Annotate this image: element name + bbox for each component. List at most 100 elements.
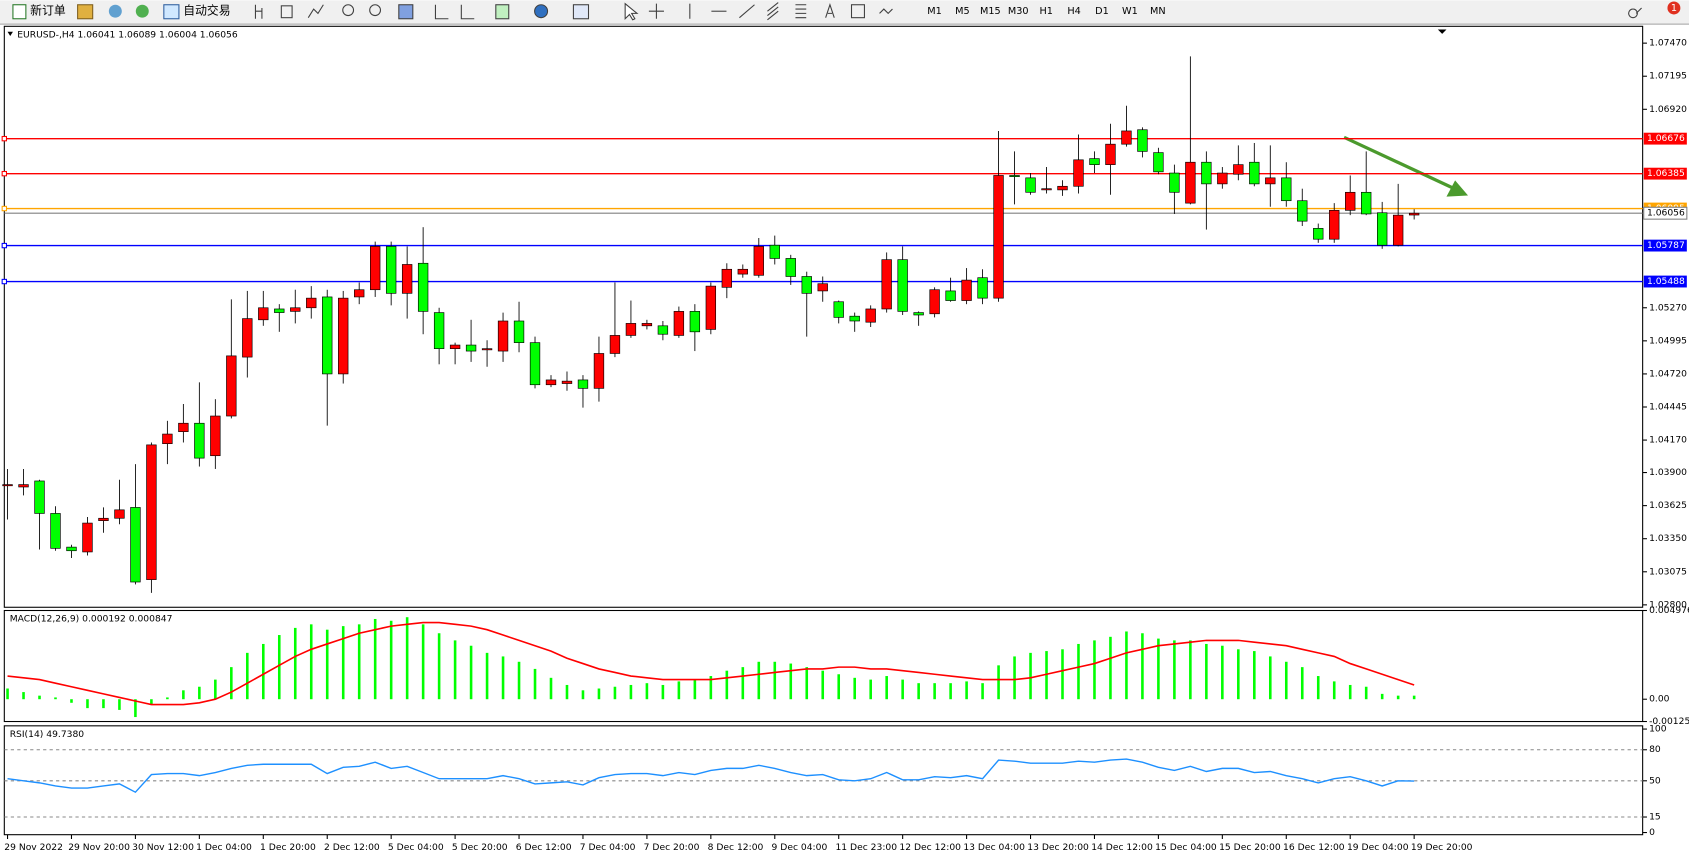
periods-icon[interactable] <box>534 4 549 19</box>
timeframe-button[interactable]: MN <box>1150 6 1166 17</box>
new-order-button[interactable]: 新订单 <box>30 4 66 18</box>
candle-body <box>433 312 445 349</box>
toolbar-icon[interactable] <box>108 4 122 18</box>
timeframe-button[interactable]: M5 <box>955 6 970 17</box>
y-tick-label: 1.07470 <box>1649 38 1687 49</box>
macd-bar <box>917 683 920 700</box>
y-tick-label: 50 <box>1649 775 1661 786</box>
macd-bar <box>1284 661 1288 700</box>
macd-bar <box>357 624 361 700</box>
trendline-icon[interactable] <box>739 4 755 19</box>
new-order-icon[interactable] <box>12 4 27 20</box>
candle-body <box>401 264 413 294</box>
candle-chart-icon[interactable] <box>280 5 293 19</box>
price-tag-bg <box>1643 167 1687 180</box>
candle-body <box>1217 172 1228 185</box>
candle-body <box>1249 161 1260 185</box>
candle-body <box>1345 191 1356 211</box>
toolbar-icon[interactable] <box>135 4 149 18</box>
macd-bar <box>70 699 73 703</box>
indicators-icon[interactable] <box>495 4 510 20</box>
candle-body <box>1201 161 1212 185</box>
candle-body <box>705 285 717 330</box>
x-tick-label: 1 Dec 20:00 <box>260 842 316 853</box>
shift-icon[interactable] <box>460 4 475 20</box>
zoom-out-icon[interactable] <box>369 4 382 17</box>
macd-bar <box>533 668 537 700</box>
macd-bar <box>933 683 936 700</box>
toolbar-tool-icons <box>254 2 1642 21</box>
candle-body <box>1121 130 1132 145</box>
candle-body <box>274 308 285 313</box>
arrows-icon[interactable] <box>879 8 893 15</box>
cursor-icon[interactable] <box>624 2 639 21</box>
fibo-icon[interactable] <box>795 4 807 19</box>
price-tag: 1.06056 <box>1647 208 1685 219</box>
text-icon[interactable] <box>825 3 835 18</box>
line-chart-icon[interactable] <box>307 4 324 18</box>
candle-body <box>82 522 93 553</box>
templates-icon[interactable] <box>572 4 590 20</box>
macd-bar <box>789 663 793 700</box>
macd-bar <box>405 617 409 700</box>
candle-body <box>1281 177 1292 202</box>
search-icon[interactable] <box>1628 7 1642 19</box>
y-tick-label: 1.03900 <box>1649 467 1687 478</box>
timeframe-button[interactable]: M30 <box>1008 6 1029 17</box>
candle-body <box>338 297 349 375</box>
macd-bar <box>1077 643 1080 700</box>
macd-bar <box>997 665 1000 700</box>
macd-bar <box>1316 676 1320 700</box>
macd-bar <box>741 667 745 700</box>
candle-body <box>657 325 669 335</box>
price-tag: 1.06385 <box>1647 168 1685 179</box>
candle-body <box>625 323 637 336</box>
timeframe-button[interactable]: W1 <box>1122 6 1138 17</box>
macd-bar <box>1412 695 1416 700</box>
rsi-line <box>7 758 1415 794</box>
candle-body <box>769 244 780 259</box>
auto-trading-button[interactable]: 自动交易 <box>183 4 230 18</box>
y-tick-label: 1.04720 <box>1649 368 1687 379</box>
timeframe-button[interactable]: M1 <box>927 6 942 17</box>
zoom-in-icon[interactable] <box>342 4 355 17</box>
toolbar-icon[interactable] <box>77 4 94 20</box>
scroll-icon[interactable] <box>434 4 449 20</box>
label-icon[interactable] <box>850 4 865 19</box>
crosshair-icon[interactable] <box>648 3 664 19</box>
timeframe-button[interactable]: H4 <box>1067 6 1080 17</box>
toolbar: 新订单 自动交易 <box>0 0 1689 25</box>
macd-bar <box>1332 681 1336 700</box>
macd-bar <box>1061 649 1064 700</box>
macd-bar <box>1029 652 1032 700</box>
x-tick-label: 7 Dec 20:00 <box>644 842 700 853</box>
macd-bar <box>613 686 617 700</box>
macd-bar <box>246 652 249 700</box>
candle-body <box>1329 210 1340 240</box>
macd-bar <box>645 683 649 700</box>
x-tick-label: 15 Dec 04:00 <box>1155 842 1217 853</box>
macd-bar <box>1364 686 1368 700</box>
macd-bar <box>677 681 681 700</box>
candle-body <box>290 307 301 312</box>
timeframe-button[interactable]: M15 <box>980 6 1001 17</box>
notification-badge[interactable] <box>1667 1 1681 15</box>
tile-icon[interactable] <box>398 4 414 20</box>
hline-end-marker <box>1 135 8 142</box>
timeframe-button[interactable]: H1 <box>1039 6 1052 17</box>
macd-bar <box>773 661 777 700</box>
macd-bar <box>182 690 185 700</box>
bar-chart-icon[interactable] <box>254 4 263 19</box>
candle-body <box>753 246 764 276</box>
price-tag: 1.05488 <box>1647 276 1685 287</box>
macd-bar <box>901 679 904 700</box>
x-tick-label: 30 Nov 12:00 <box>132 842 194 853</box>
candle-body <box>1169 172 1180 193</box>
timeframe-button[interactable]: D1 <box>1095 6 1109 17</box>
x-tick-label: 19 Dec 20:00 <box>1411 842 1473 853</box>
channel-icon[interactable] <box>767 2 779 21</box>
y-tick-label: 1.05270 <box>1649 302 1687 313</box>
auto-trading-icon[interactable] <box>163 4 180 20</box>
macd-bar <box>725 670 729 700</box>
